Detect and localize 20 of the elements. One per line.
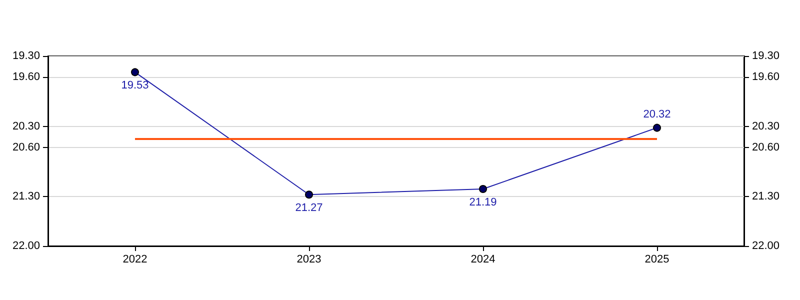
- data-label: 20.32: [643, 108, 671, 120]
- x-tick-label: 2022: [122, 254, 148, 266]
- y2-tick-label: 19.30: [752, 50, 780, 62]
- y-tick-label: 20.60: [12, 141, 40, 154]
- y2-tick-label: 21.30: [752, 190, 780, 203]
- y2-tick-label: 20.30: [752, 120, 780, 132]
- y-tick-label: 19.60: [12, 71, 40, 84]
- x-tick-label: 2025: [644, 254, 670, 266]
- y-tick-label: 20.30: [12, 120, 40, 132]
- x-tick-label: 2024: [470, 254, 496, 266]
- y-tick-label: 22.00: [12, 240, 40, 252]
- x-tick-label: 2023: [296, 254, 322, 266]
- y-tick-label: 21.30: [12, 190, 40, 203]
- y2-tick-label: 22.00: [752, 240, 780, 252]
- y-tick-label: 19.30: [12, 50, 40, 62]
- y2-tick-label: 20.60: [752, 141, 780, 154]
- data-label: 21.19: [469, 196, 497, 208]
- y2-tick-label: 19.60: [752, 71, 780, 84]
- data-label: 21.27: [295, 202, 323, 214]
- data-label: 19.53: [121, 80, 149, 92]
